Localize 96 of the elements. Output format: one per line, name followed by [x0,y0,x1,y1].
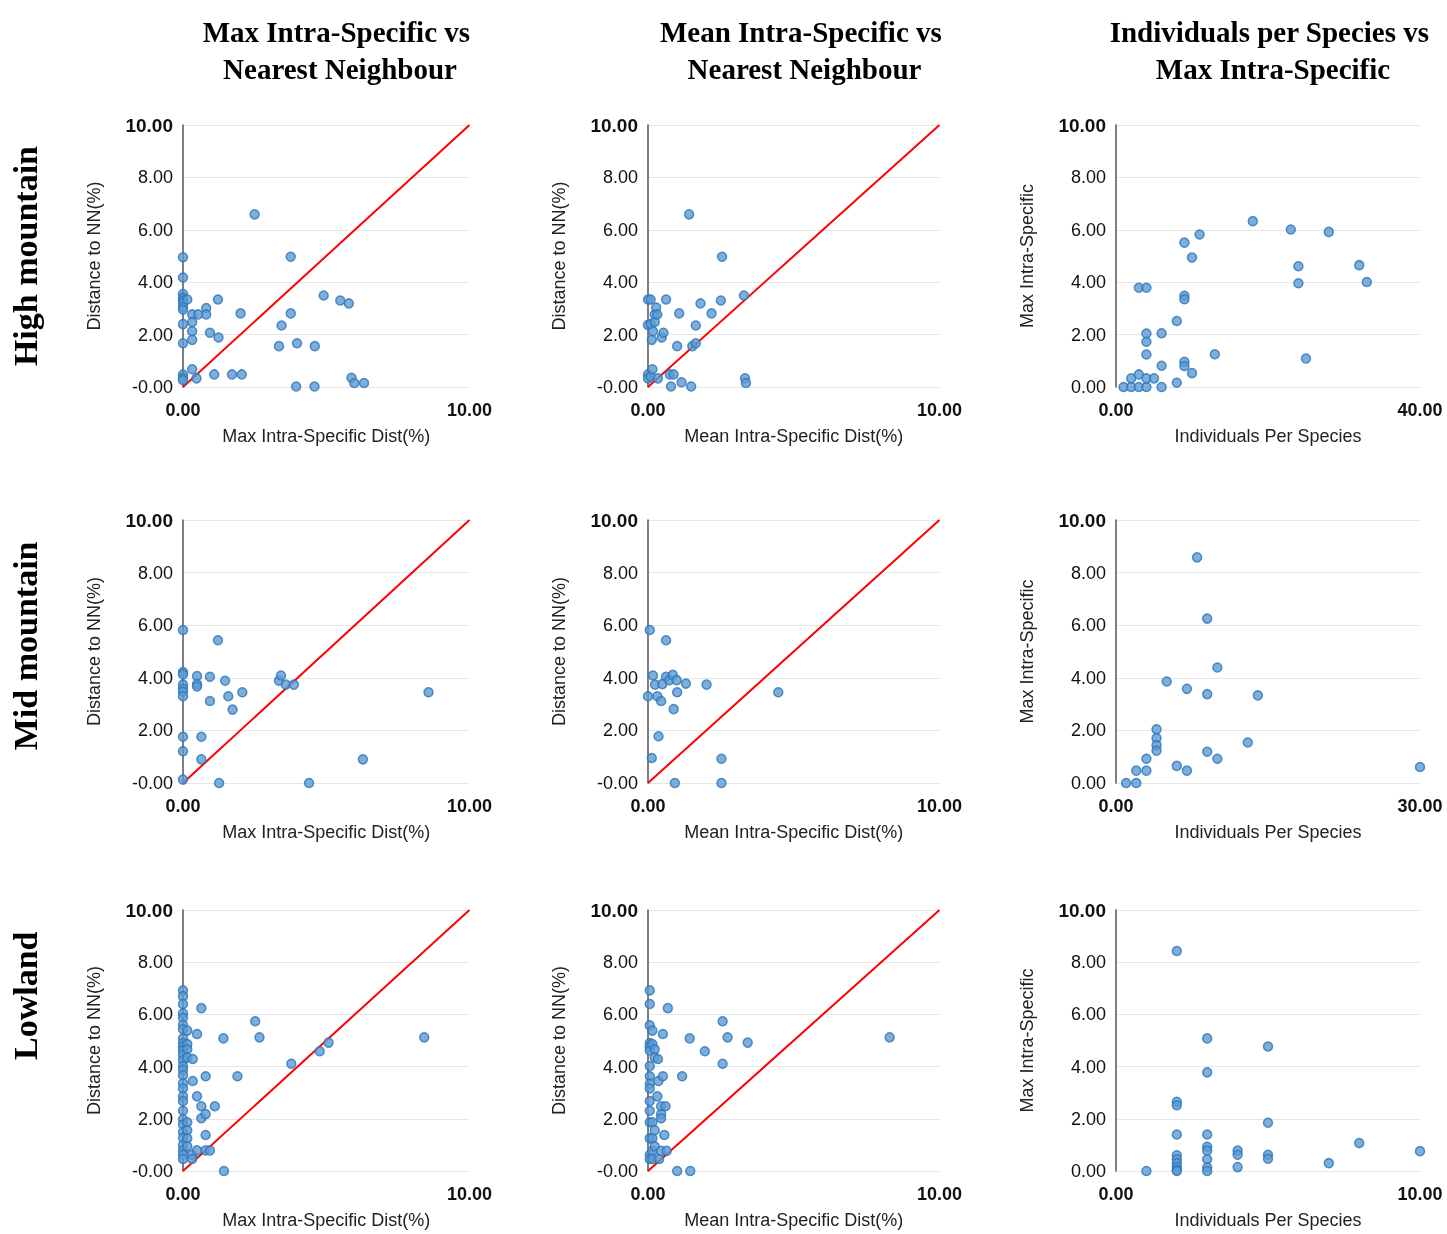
x-axis-title: Max Intra-Specific Dist(%) [222,426,431,446]
y-tick-label: 2.00 [602,324,638,345]
y-tick-label: 6.00 [1070,219,1106,240]
y-tick-label: 0.00 [1070,1161,1106,1181]
y-tick-label: 0.00 [1070,773,1106,793]
x-tick-label: 10.00 [446,796,492,816]
y-tick-label: 4.00 [602,1056,638,1077]
x-tick-label: 10.00 [916,1184,962,1204]
y-tick-label: 8.00 [137,562,173,583]
y-tick-label: 8.00 [1070,952,1106,973]
x-tick-label: 10.00 [446,400,492,420]
chart-title: Mean Intra-Specific vs Nearest Neighbour [659,15,950,85]
chart-title: Max Intra-Specific vs Nearest Neighbour [202,15,478,85]
y-tick-label: 8.00 [602,167,638,188]
x-tick-label: 0.00 [630,1184,666,1204]
y-tick-label: -0.00 [131,773,173,793]
y-tick-label: 10.00 [125,899,173,921]
x-tick-label: 0.00 [165,796,201,816]
y-tick-label: -0.00 [131,377,173,397]
y-tick-label: -0.00 [131,1161,173,1181]
y-tick-label: 4.00 [1070,1056,1106,1077]
y-tick-label: 0.00 [1070,377,1106,397]
y-axis-title: Distance to NN(%) [549,181,569,331]
y-tick-label: 2.00 [602,720,638,741]
x-tick-label: 0.00 [1098,1184,1134,1204]
y-tick-label: 10.00 [125,114,173,136]
y-tick-label: 10.00 [590,899,638,921]
x-tick-label: 40.00 [1397,400,1443,420]
y-tick-label: 6.00 [137,1004,173,1025]
text: High mountain [6,145,44,367]
y-tick-label: 4.00 [137,272,173,293]
y-tick-label: 8.00 [1070,167,1106,188]
y-tick-label: 6.00 [602,615,638,636]
x-tick-label: 10.00 [446,1184,492,1204]
y-tick-label: 4.00 [137,1056,173,1077]
x-tick-label: 0.00 [1098,400,1134,420]
y-tick-label: 8.00 [137,952,173,973]
y-tick-label: 2.00 [137,1108,173,1129]
y-tick-label: -0.00 [596,1161,638,1181]
y-tick-label: -0.00 [596,773,638,793]
y-tick-label: 2.00 [1070,720,1106,741]
y-tick-label: 6.00 [602,1004,638,1025]
y-axis-title: Distance to NN(%) [84,576,104,727]
x-axis-title: Mean Intra-Specific Dist(%) [684,426,904,446]
y-tick-label: 6.00 [1070,1004,1106,1025]
y-axis-title: Distance to NN(%) [84,965,104,1116]
x-tick-label: 0.00 [630,796,666,816]
x-tick-label: 10.00 [916,796,962,816]
x-axis-title: Max Intra-Specific Dist(%) [222,822,431,842]
x-axis-title: Individuals Per Species [1174,822,1362,842]
y-tick-label: 4.00 [137,667,173,688]
y-tick-label: 2.00 [1070,324,1106,345]
x-axis-title: Individuals Per Species [1174,426,1362,446]
y-axis-title: Distance to NN(%) [549,965,569,1116]
y-tick-label: 4.00 [1070,272,1106,293]
x-axis-title: Max Intra-Specific Dist(%) [222,1210,431,1230]
y-tick-label: 6.00 [137,615,173,636]
x-axis-title: Individuals Per Species [1174,1210,1362,1230]
y-tick-label: 4.00 [602,667,638,688]
y-tick-label: 2.00 [1070,1108,1106,1129]
y-axis-title: Max Intra-Specific [1017,183,1037,329]
y-tick-label: 8.00 [1070,562,1106,583]
x-tick-label: 0.00 [630,400,666,420]
y-axis-title: Max Intra-Specific [1017,579,1037,724]
y-tick-label: 8.00 [602,952,638,973]
y-tick-label: 6.00 [602,219,638,240]
x-tick-label: 0.00 [165,400,201,420]
y-axis-title: Distance to NN(%) [549,576,569,727]
y-tick-label: 8.00 [602,562,638,583]
text: Lowland [6,931,44,1060]
y-tick-label: 8.00 [137,167,173,188]
y-tick-label: 4.00 [1070,667,1106,688]
y-axis-title: Max Intra-Specific [1017,968,1037,1113]
y-tick-label: 10.00 [1058,114,1106,136]
y-tick-label: 6.00 [137,219,173,240]
y-tick-label: 10.00 [590,114,638,136]
chart-title: Individuals per Species vs Max Intra-Specific [1109,15,1437,85]
y-tick-label: 10.00 [590,509,638,531]
y-tick-label: 10.00 [1058,509,1106,531]
x-tick-label: 10.00 [1397,1184,1443,1204]
x-axis-title: Mean Intra-Specific Dist(%) [684,1210,904,1230]
y-tick-label: 10.00 [1058,899,1106,921]
x-tick-label: 0.00 [1098,796,1134,816]
x-tick-label: 30.00 [1397,796,1443,816]
y-tick-label: 2.00 [137,720,173,741]
y-tick-label: 6.00 [1070,615,1106,636]
y-axis-title: Distance to NN(%) [84,181,104,331]
x-axis-title: Mean Intra-Specific Dist(%) [684,822,904,842]
x-tick-label: 10.00 [916,400,962,420]
y-tick-label: 2.00 [137,324,173,345]
y-tick-label: 4.00 [602,272,638,293]
y-tick-label: 2.00 [602,1108,638,1129]
text: Mid mountain [6,541,44,751]
y-tick-label: -0.00 [596,377,638,397]
y-tick-label: 10.00 [125,509,173,531]
x-tick-label: 0.00 [165,1184,201,1204]
